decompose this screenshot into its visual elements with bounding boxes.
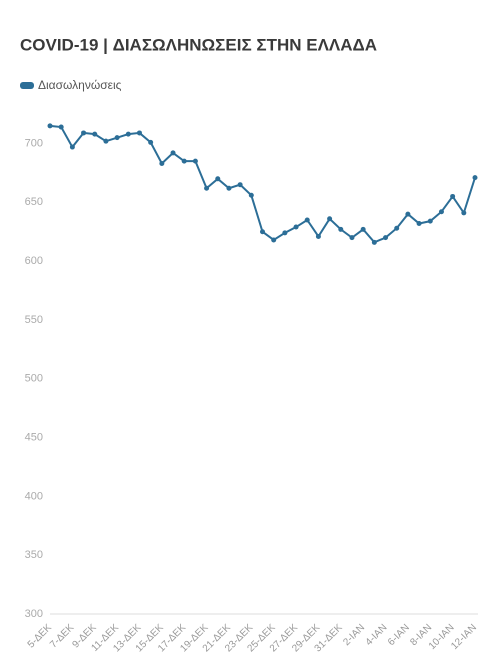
y-tick-label: 450: [25, 431, 43, 443]
data-point: [282, 230, 288, 236]
data-point: [315, 233, 321, 239]
data-point: [450, 193, 456, 199]
data-point: [349, 235, 355, 241]
data-point: [170, 150, 176, 156]
data-point: [215, 176, 221, 182]
y-tick-label: 600: [25, 255, 43, 267]
x-tick-label: 7-ΔΕΚ: [48, 622, 76, 650]
y-tick-label: 350: [25, 549, 43, 561]
data-point: [181, 158, 187, 164]
data-point: [237, 182, 243, 188]
legend-swatch: [20, 82, 34, 89]
data-point: [371, 239, 377, 245]
data-point: [125, 131, 131, 137]
data-point: [159, 161, 165, 167]
x-tick-label: 2-ΙΑΝ: [341, 622, 367, 648]
data-point: [204, 185, 210, 191]
y-tick-label: 650: [25, 196, 43, 208]
data-point: [394, 225, 400, 231]
data-point: [293, 224, 299, 230]
data-point: [47, 123, 53, 129]
data-point: [114, 135, 120, 141]
x-tick-label: 6-ΙΑΝ: [386, 622, 412, 648]
legend-label: Διασωληνώσεις: [38, 78, 122, 92]
data-point: [416, 221, 422, 227]
y-tick-label: 700: [25, 137, 43, 149]
data-point: [383, 235, 389, 241]
y-tick-label: 550: [25, 314, 43, 326]
chart-title: COVID-19 | ΔΙΑΣΩΛΗΝΩΣΕΙΣ ΣΤΗΝ ΕΛΛΑΔΑ: [20, 35, 377, 54]
data-point: [405, 211, 411, 217]
data-point: [461, 210, 467, 216]
y-tick-label: 400: [25, 490, 43, 502]
data-point: [226, 185, 232, 191]
x-tick-label: 12-ΙΑΝ: [449, 622, 479, 652]
y-tick-label: 500: [25, 373, 43, 385]
data-point: [192, 158, 198, 164]
data-point: [81, 130, 87, 136]
x-tick-label: 5-ΔΕΚ: [26, 622, 54, 650]
data-point: [271, 237, 277, 243]
data-point: [304, 217, 310, 223]
data-point: [148, 139, 154, 145]
data-point: [472, 175, 478, 181]
y-tick-label: 300: [25, 608, 43, 620]
data-point: [136, 130, 142, 136]
data-point: [338, 226, 344, 232]
data-point: [92, 131, 98, 137]
data-point: [58, 124, 64, 130]
x-tick-label: 4-ΙΑΝ: [364, 622, 390, 648]
data-point: [360, 226, 366, 232]
data-point: [438, 209, 444, 215]
data-point: [427, 218, 433, 224]
data-point: [260, 229, 265, 235]
data-point: [248, 192, 254, 198]
data-point: [69, 144, 75, 150]
series-line: [49, 124, 476, 244]
data-point: [327, 216, 333, 222]
data-point: [103, 138, 109, 144]
